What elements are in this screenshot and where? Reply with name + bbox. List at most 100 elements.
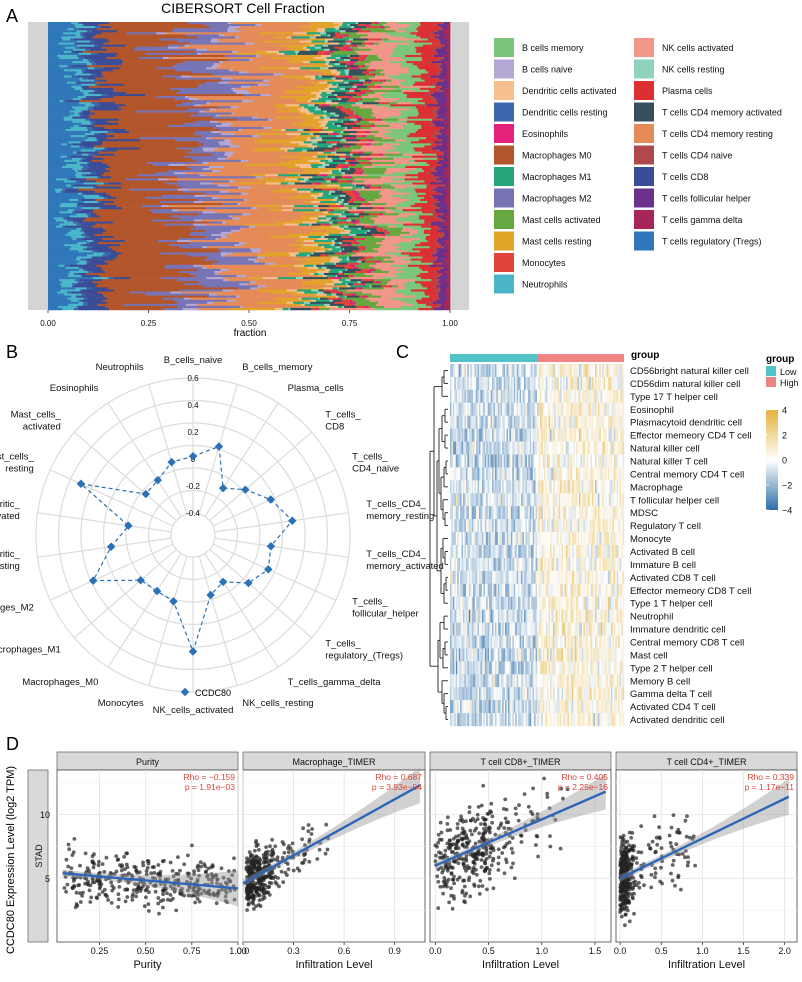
bar-segment [378,186,382,189]
bar-segment [59,100,64,103]
heatmap-cell [522,364,525,378]
heatmap-cell [510,402,513,416]
heatmap-cell [452,519,455,533]
heatmap-cell [505,467,507,481]
heatmap-cell [605,441,607,455]
heatmap-cell [489,519,491,533]
bar-segment [80,244,85,247]
bar-segment [239,283,248,286]
bar-segment [344,69,350,72]
bar-segment [176,40,212,43]
bar-segment [249,248,261,251]
bar-segment [306,94,317,97]
bar-segment [345,161,349,165]
heatmap-cell [532,506,535,520]
heatmap-cell [497,480,500,494]
bar-segment [399,73,422,76]
heatmap-cell [586,506,588,520]
bar-segment [73,272,80,276]
radar-point [218,483,228,493]
bar-segment [170,87,232,91]
bar-segment [48,112,75,115]
bar-segment [447,235,451,239]
bar-segment [121,186,182,189]
bar-segment [353,240,357,243]
bar-segment [48,32,64,35]
bar-segment [337,98,342,101]
bar-segment [448,178,451,181]
bar-segment [74,285,96,288]
heatmap-cell [454,428,456,442]
bar-segment [306,180,327,183]
bar-segment [309,22,334,25]
heatmap-cell [526,519,529,533]
bar-segment [439,235,444,239]
bar-segment [422,157,438,161]
heatmap-cell [557,376,559,391]
heatmap-cell [544,454,546,468]
heatmap-cell [563,415,565,429]
bar-segment [443,270,451,274]
bar-segment [437,225,439,228]
heatmap-cell [541,402,543,416]
bar-segment [204,174,252,177]
heatmap-cell [555,441,558,455]
heatmap-cell [554,389,557,403]
bar-segment [102,141,199,144]
bar-segment [81,192,84,196]
bar-segment [89,40,95,43]
bar-segment [365,131,371,134]
heatmap-cell [529,493,532,507]
bar-segment [67,291,72,294]
bar-segment [368,295,382,298]
heatmap-cell [474,532,477,546]
bar-segment [194,219,203,222]
heatmap-cell [479,389,481,403]
heatmap-cell [568,389,571,403]
bar-segment [347,200,352,204]
bar-segment [48,141,69,144]
heatmap-cell [593,467,596,481]
bar-segment [349,151,360,154]
bar-segment [211,131,221,134]
bar-segment [356,194,360,198]
bar-segment [320,159,329,163]
heatmap-cell [473,428,475,442]
bar-segment [168,56,272,60]
bar-segment [243,223,285,226]
heatmap-cell [486,519,488,533]
heatmap-cell [473,519,475,533]
bar-segment [257,285,267,288]
bar-segment [396,190,417,193]
bar-segment [48,137,88,140]
heatmap-cell [586,454,588,468]
bar-segment [317,291,324,294]
bar-segment [312,102,327,105]
heatmap-cell [587,402,590,416]
heatmap-cell [493,428,496,442]
bar-segment [446,141,451,144]
bar-segment [270,128,282,132]
bar-segment [407,262,433,265]
bar-segment [436,50,448,54]
heatmap-cell [586,364,588,378]
heatmap-cell [595,364,597,378]
bar-segment [362,186,365,189]
heatmap-cell [589,454,591,468]
heatmap-cell [479,428,481,442]
bar-segment [62,38,71,41]
heatmap-cell [460,428,462,442]
bar-segment [447,139,451,142]
bar-segment [444,100,451,103]
radar-spoke [73,431,177,522]
bar-segment [358,266,375,270]
heatmap-cell [612,428,615,442]
bar-segment [187,108,210,111]
bar-segment [76,161,88,165]
heatmap-cell [490,402,493,416]
bar-segment [344,198,350,202]
bar-segment [316,94,321,97]
radar-point [264,565,273,574]
heatmap-cell [506,376,509,391]
bar-segment [111,176,178,179]
